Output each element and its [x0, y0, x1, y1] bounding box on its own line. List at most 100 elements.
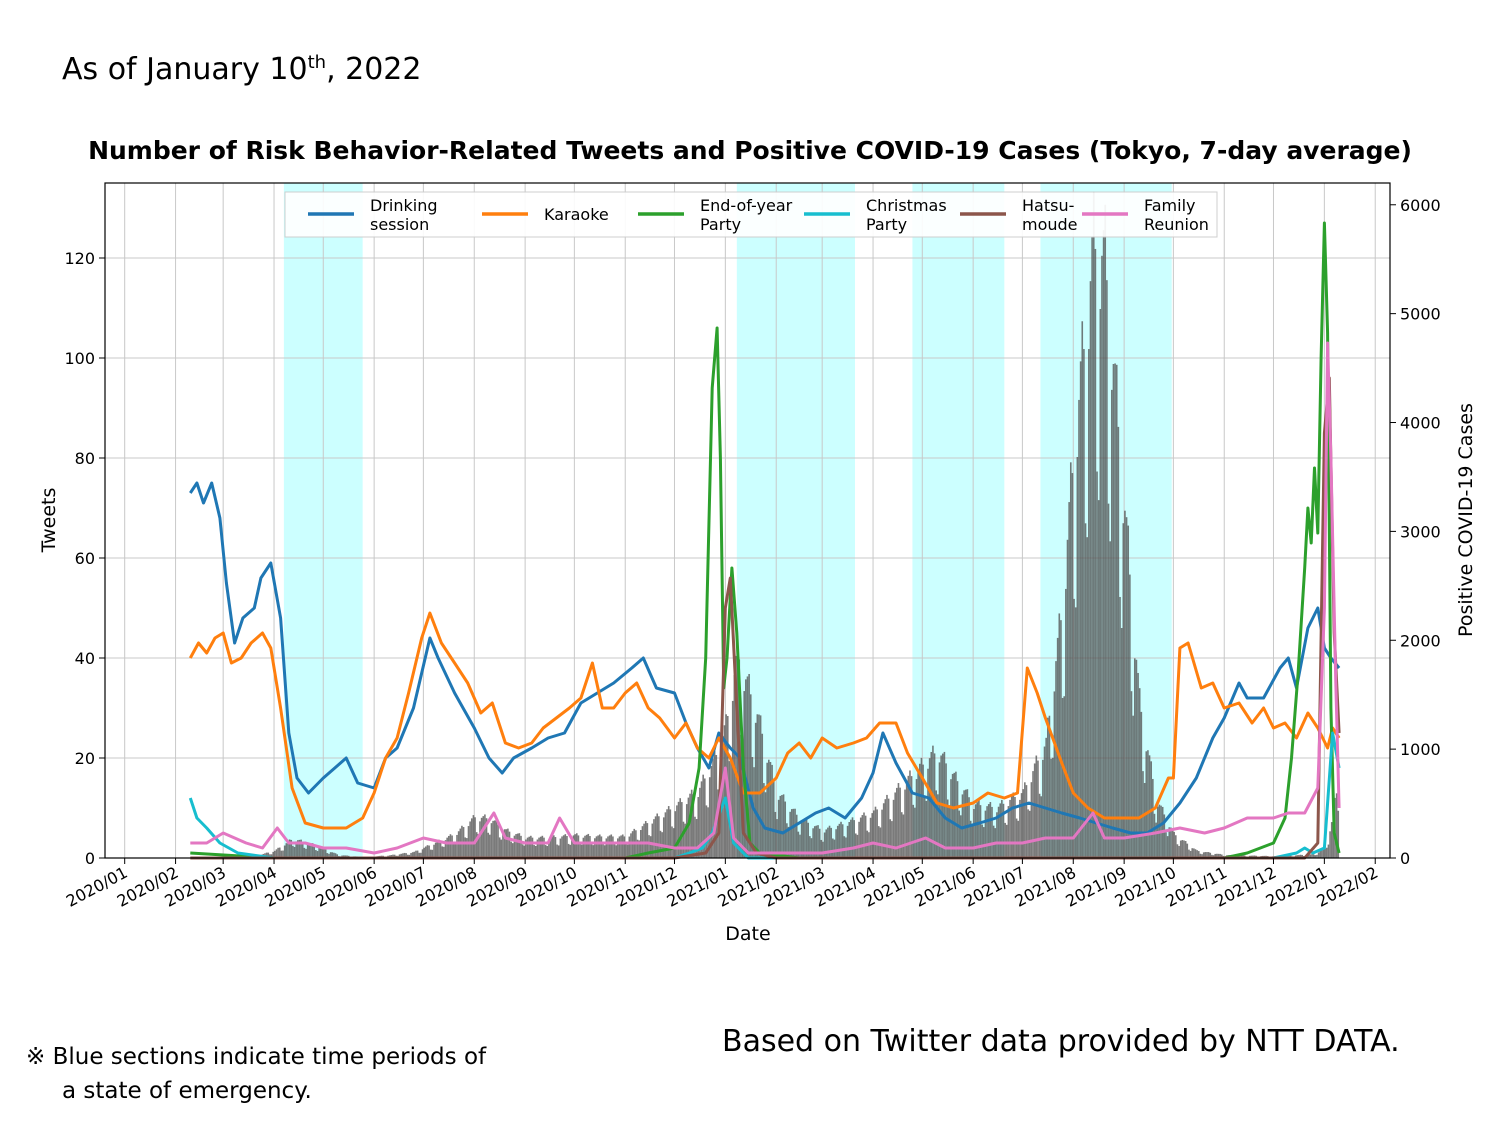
case-bar — [282, 850, 284, 858]
case-bar — [618, 836, 621, 858]
case-bar — [400, 853, 403, 858]
case-bar — [1148, 755, 1151, 858]
case-bar — [999, 803, 1002, 858]
case-bar — [293, 846, 296, 858]
case-bar — [1311, 854, 1313, 858]
case-bar — [1143, 782, 1146, 858]
case-bar — [464, 837, 467, 858]
note-mark: ※ — [26, 1044, 46, 1070]
case-bar — [598, 834, 601, 858]
case-bar — [871, 813, 874, 858]
case-bar — [960, 815, 962, 858]
case-bar — [1007, 806, 1010, 858]
case-bar — [313, 844, 316, 858]
case-bar — [1094, 248, 1097, 858]
case-bar — [523, 845, 526, 858]
case-bar — [909, 770, 911, 858]
case-bar — [937, 794, 939, 858]
case-bar — [585, 834, 588, 858]
case-bar — [996, 812, 998, 858]
case-bar — [1307, 854, 1310, 858]
case-bar — [712, 758, 714, 858]
case-bar — [602, 844, 604, 858]
case-bar — [548, 839, 550, 858]
case-bar — [1073, 598, 1075, 858]
case-bar — [1120, 628, 1123, 858]
case-bar — [600, 836, 603, 858]
case-bar — [948, 805, 951, 858]
case-bar — [567, 843, 570, 858]
case-bar — [1178, 845, 1180, 858]
case-bar — [1051, 757, 1054, 858]
case-bar — [1076, 456, 1079, 858]
case-bar — [326, 853, 329, 858]
case-bar — [1038, 793, 1041, 858]
legend-label: Family — [1144, 196, 1195, 215]
case-bar — [594, 838, 596, 858]
case-bar — [607, 836, 609, 858]
case-bar — [485, 818, 488, 858]
case-bar — [700, 781, 703, 858]
case-bar — [654, 816, 657, 858]
case-bar — [835, 829, 837, 858]
case-bar — [1124, 510, 1126, 858]
case-bar — [1005, 824, 1008, 858]
right-axis-ticks: 0 1000 2000 3000 4000 5000 6000 — [1390, 196, 1441, 868]
case-bar — [848, 822, 851, 858]
y-tick-label: 0 — [85, 849, 95, 868]
case-bar — [894, 792, 896, 858]
case-bar — [707, 807, 709, 858]
series-line-end-of-year-party — [190, 221, 1341, 860]
case-bar — [577, 835, 580, 858]
case-bar — [554, 837, 557, 858]
case-bar — [833, 839, 836, 858]
case-bar — [963, 790, 965, 858]
case-bar — [882, 803, 885, 858]
case-bar — [795, 814, 798, 858]
case-bar — [484, 814, 486, 858]
legend-box — [284, 191, 1218, 238]
y2-tick-label: 2000 — [1400, 631, 1441, 650]
case-bar — [1117, 426, 1120, 858]
case-bar — [925, 800, 928, 858]
case-bar — [818, 828, 821, 858]
case-bar — [915, 779, 918, 858]
case-bar — [631, 831, 634, 858]
case-bar — [822, 841, 824, 858]
data-source: Based on Twitter data provided by NTT DA… — [722, 1024, 1400, 1059]
case-bar — [1171, 829, 1174, 858]
case-bar — [452, 843, 455, 858]
case-bar — [595, 836, 598, 858]
case-bar — [787, 826, 790, 858]
case-bar — [644, 821, 647, 858]
case-bar — [456, 834, 458, 858]
case-bar — [1335, 793, 1338, 858]
case-bar — [1145, 751, 1148, 858]
case-bar — [582, 837, 585, 858]
case-bar — [493, 820, 496, 858]
case-bar — [1109, 541, 1111, 858]
case-bar — [774, 811, 777, 858]
y2-tick-label: 3000 — [1400, 522, 1441, 541]
case-bar — [902, 814, 905, 858]
case-bar — [1188, 849, 1190, 858]
case-bar — [1047, 717, 1049, 858]
case-bar — [510, 841, 512, 858]
case-bar — [541, 835, 544, 858]
case-bar — [1130, 691, 1133, 858]
case-bar — [539, 836, 542, 858]
case-bar — [1163, 814, 1166, 858]
case-bar — [1091, 237, 1093, 858]
case-bar — [758, 714, 760, 858]
case-bar — [891, 821, 893, 858]
case-bar — [446, 837, 448, 858]
case-bar — [656, 813, 659, 858]
case-bar — [851, 817, 854, 858]
legend-label: End-of-year — [700, 196, 793, 215]
case-bar — [1079, 361, 1082, 858]
case-bar — [1106, 280, 1108, 858]
case-bar — [528, 836, 531, 858]
case-bar — [1168, 827, 1171, 858]
case-bar — [813, 826, 816, 858]
chart-title: Number of Risk Behavior-Related Tweets a… — [88, 136, 1412, 165]
